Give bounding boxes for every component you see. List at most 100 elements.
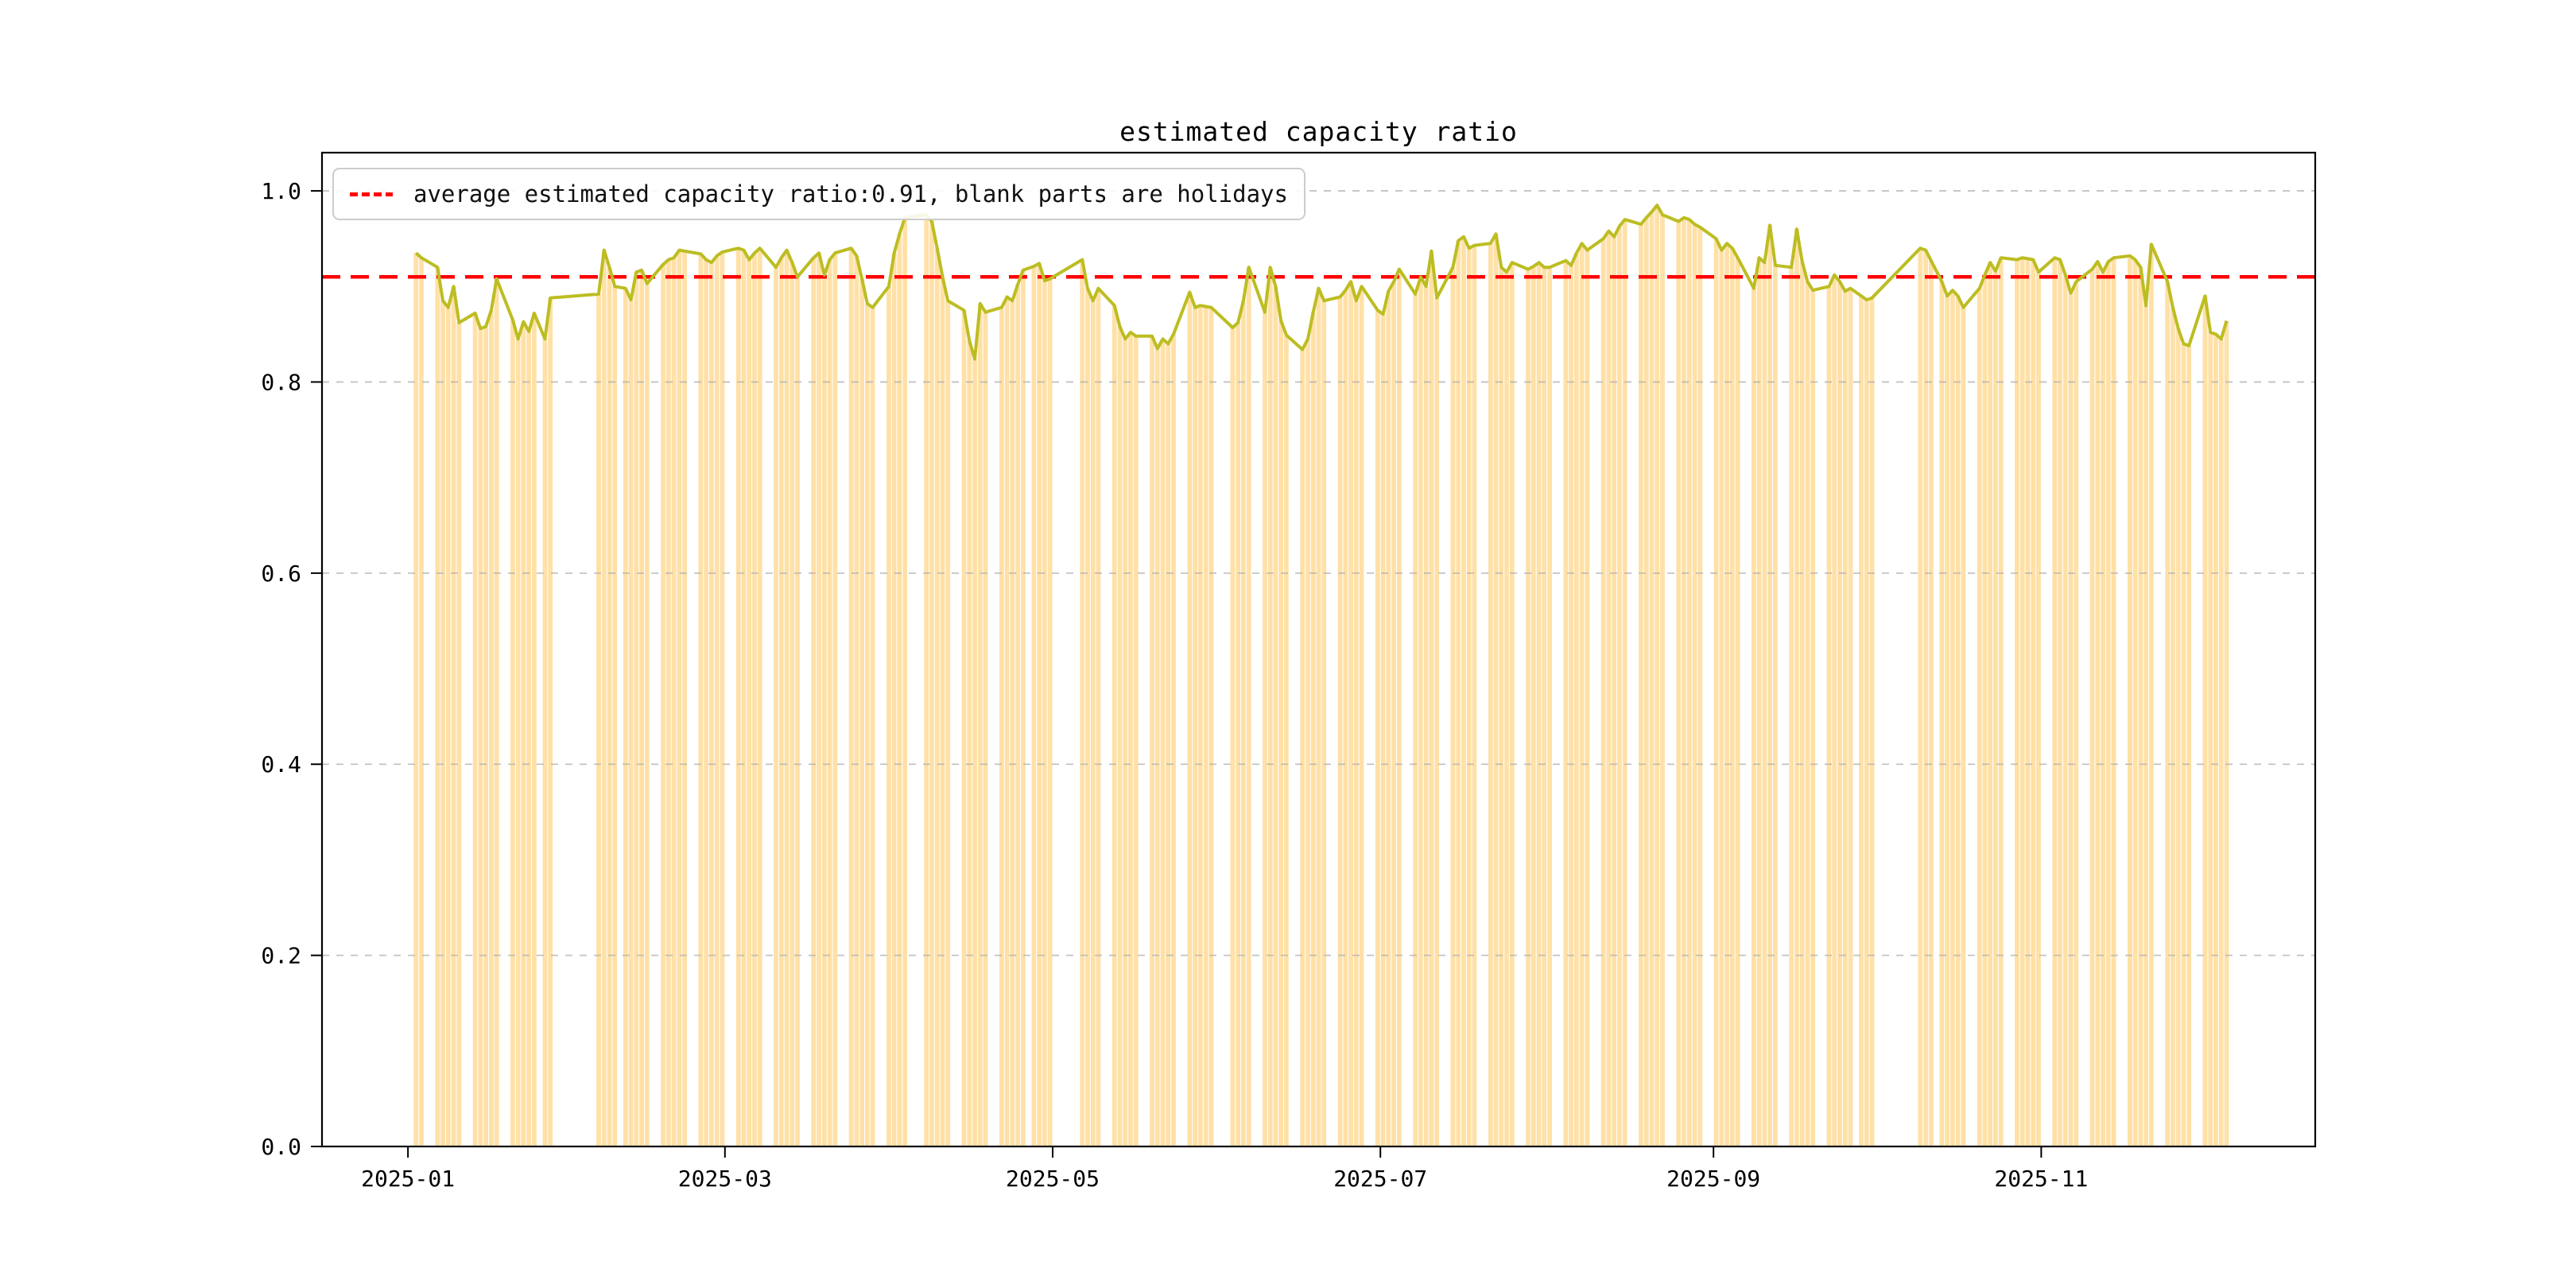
workday-bar (1713, 239, 1719, 1146)
workday-bar (1692, 224, 1697, 1146)
workday-bar (774, 267, 778, 1147)
workday-bar (2224, 320, 2229, 1146)
workday-bar (1660, 215, 1665, 1147)
workday-bar (1756, 258, 1762, 1147)
workday-bar (521, 321, 526, 1146)
workday-bar (1509, 262, 1515, 1147)
workday-bar (1499, 267, 1504, 1147)
legend: average estimated capacity ratio:0.91, b… (332, 168, 1305, 220)
workday-bar (1612, 236, 1617, 1146)
workday-bar (1585, 250, 1590, 1147)
workday-bar (967, 340, 972, 1146)
y-axis: 0.0 0.2 0.4 0.6 0.8 1.0 (261, 178, 322, 1160)
workday-bar (1869, 297, 1875, 1147)
workday-bar (821, 274, 827, 1147)
workday-bar (1649, 211, 1655, 1146)
workday-bar (2186, 345, 2192, 1146)
workday-bar (1080, 259, 1085, 1146)
workday-bar (1569, 265, 1573, 1147)
workday-bar (1090, 301, 1096, 1146)
workday-bar (1622, 219, 1627, 1146)
workday-bar (1639, 224, 1643, 1146)
workday-bar (1267, 267, 1273, 1147)
workday-bar (515, 339, 521, 1147)
workday-bar (623, 288, 628, 1146)
workday-bar (1117, 326, 1123, 1146)
workday-bar (698, 254, 704, 1146)
legend-label: average estimated capacity ratio:0.91, b… (413, 180, 1288, 208)
workday-bar (1241, 301, 1246, 1146)
workday-bar (945, 301, 951, 1146)
workday-bar (628, 300, 634, 1147)
workday-bar (1923, 250, 1928, 1147)
workday-bar (1729, 248, 1735, 1147)
workday-bar (634, 272, 639, 1146)
workday-bar (827, 259, 832, 1146)
workday-bar (752, 253, 757, 1147)
workday-bar (1697, 227, 1703, 1146)
workday-bar (924, 215, 929, 1147)
workday-bar (714, 255, 720, 1146)
workday-bar (1359, 286, 1364, 1146)
workday-bar (972, 359, 977, 1146)
workday-bar (644, 283, 650, 1146)
workday-bar (1762, 262, 1767, 1147)
workday-bar (1434, 297, 1440, 1147)
workday-bar (1418, 277, 1423, 1146)
workday-bar (1682, 217, 1686, 1147)
workday-bar (1375, 310, 1380, 1146)
workday-bar (2062, 274, 2068, 1147)
workday-bar (1154, 348, 1160, 1146)
workday-bar (2101, 272, 2105, 1146)
workday-bar (1396, 269, 1402, 1146)
workday-bar (2019, 258, 2025, 1147)
workday-bar (1423, 286, 1429, 1146)
workday-bar (1343, 290, 1348, 1147)
workday-bar (2058, 259, 2062, 1146)
chart-title: estimated capacity ratio (1119, 116, 1518, 147)
workday-bar (1263, 312, 1267, 1147)
workday-bar (1015, 284, 1020, 1146)
workday-bar (977, 303, 983, 1146)
workday-bar (854, 255, 859, 1146)
workday-bar (2111, 258, 2116, 1147)
workday-bar (472, 312, 478, 1146)
workday-bar (1004, 297, 1010, 1146)
workday-bar (2036, 272, 2041, 1146)
workday-bar (1456, 240, 1461, 1147)
y-tick-label: 0.2 (261, 943, 301, 969)
workday-bar (2149, 244, 2154, 1146)
workday-bar (859, 278, 864, 1146)
x-tick-label: 2025-11 (1994, 1166, 2088, 1192)
workday-bar (757, 248, 762, 1147)
workday-bar (2132, 259, 2138, 1146)
x-tick-label: 2025-03 (678, 1166, 772, 1192)
bars-group (413, 205, 2229, 1147)
workday-bar (2213, 334, 2218, 1146)
workday-bar (1047, 278, 1053, 1146)
workday-bar (1111, 305, 1117, 1146)
workday-bar (1993, 271, 1998, 1146)
workday-bar (1380, 314, 1386, 1147)
average-line-legend-key-icon (350, 192, 393, 196)
workday-bar (1160, 339, 1166, 1147)
workday-bar (1386, 291, 1391, 1146)
workday-bar (983, 312, 988, 1147)
x-tick-label: 2025-01 (361, 1166, 455, 1192)
workday-bar (1429, 250, 1434, 1146)
workday-bar (1526, 269, 1530, 1146)
workday-bar (817, 253, 821, 1147)
workday-bar (1300, 349, 1305, 1147)
workday-bar (1316, 288, 1321, 1146)
workday-bar (1805, 281, 1810, 1146)
workday-bar (1171, 334, 1176, 1146)
workday-bar (2128, 255, 2132, 1146)
workday-bar (526, 331, 532, 1146)
workday-bar (483, 326, 488, 1146)
workday-bar (2025, 258, 2031, 1146)
workday-bar (1133, 336, 1139, 1146)
workday-bar (1391, 281, 1396, 1146)
workday-bar (1236, 322, 1241, 1147)
workday-bar (2175, 328, 2181, 1146)
